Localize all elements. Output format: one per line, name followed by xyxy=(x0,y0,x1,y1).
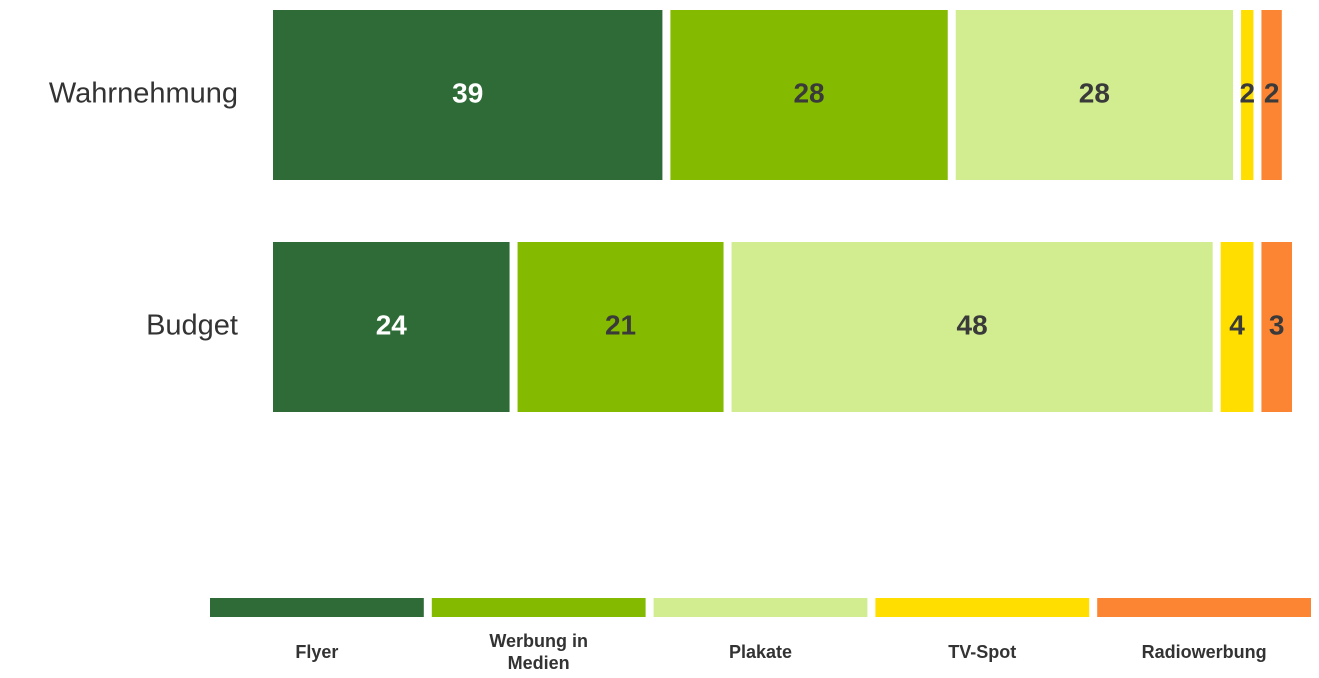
legend-text: Flyer xyxy=(295,642,339,662)
bar-segment xyxy=(1261,10,1282,180)
bar-segment xyxy=(273,242,510,412)
value-label: 24 xyxy=(376,309,408,340)
value-label: 48 xyxy=(957,309,988,340)
legend-label: TV-Spot xyxy=(875,626,1089,678)
value-label: 39 xyxy=(452,77,483,108)
bar-segment xyxy=(731,242,1213,412)
bar-segment xyxy=(955,10,1234,180)
value-label: 2 xyxy=(1239,77,1255,108)
legend-text: Werbung in Medien xyxy=(489,631,589,673)
legend-swatch xyxy=(431,598,646,617)
value-label: 4 xyxy=(1229,309,1245,340)
legend-text: Plakate xyxy=(728,642,792,662)
value-label: 3 xyxy=(1269,309,1285,340)
legend-swatch xyxy=(653,598,868,617)
value-label: 28 xyxy=(1079,77,1110,108)
value-label: 21 xyxy=(605,309,636,340)
legend-swatch xyxy=(210,598,424,617)
value-label: 28 xyxy=(793,77,824,108)
legend-text: Radiowerbung xyxy=(1141,642,1267,662)
legend-text: TV-Spot xyxy=(948,642,1017,662)
bar-segment xyxy=(517,242,724,412)
legend-swatch xyxy=(875,598,1090,617)
legend-label: Flyer xyxy=(210,626,424,678)
legend-label: Werbung in Medien xyxy=(432,626,646,678)
legend-label: Radiowerbung xyxy=(1097,626,1311,678)
bar-segment xyxy=(273,10,663,180)
bar-segment xyxy=(1241,10,1254,180)
bar-segment xyxy=(670,10,948,180)
bar-segment xyxy=(1261,242,1292,412)
category-label: Budget xyxy=(146,310,238,342)
category-label: Wahrnehmung xyxy=(49,78,238,110)
bar-segment xyxy=(1220,242,1254,412)
value-label: 2 xyxy=(1264,77,1280,108)
legend-label: Plakate xyxy=(654,626,868,678)
legend-swatch xyxy=(1097,598,1311,617)
